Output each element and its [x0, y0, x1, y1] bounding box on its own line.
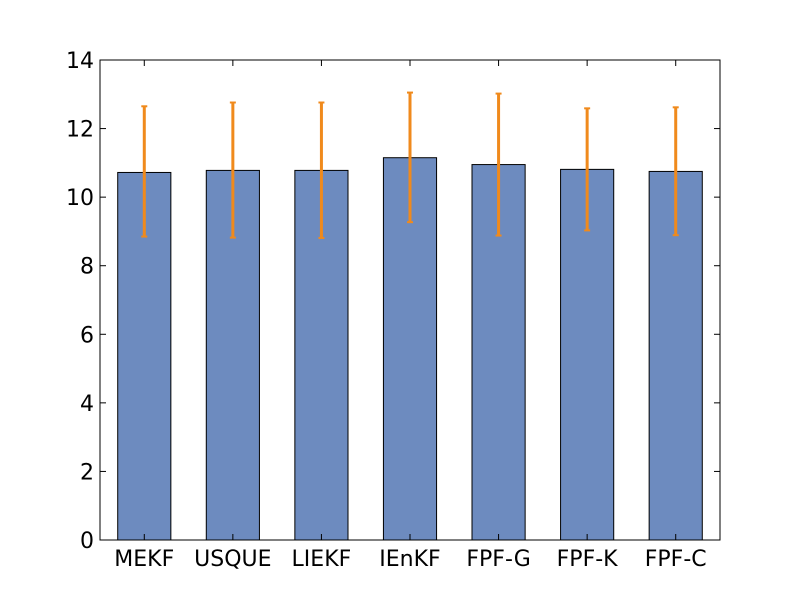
x-tick-label: IEnKF — [379, 547, 440, 572]
y-tick-label: 0 — [80, 529, 94, 554]
x-tick-label: FPF-K — [557, 547, 619, 572]
y-tick-label: 12 — [66, 118, 94, 143]
x-tick-label: FPF-G — [466, 547, 530, 572]
labels-layer: MEKF USQUE LIEKF IEnKF FPF-G FPF-K FPF-C 0 2 4 6 8 1… — [66, 49, 707, 572]
x-tick-label: LIEKF — [292, 547, 352, 572]
x-tick-label: FPF-C — [645, 547, 707, 572]
y-tick-label: 8 — [80, 255, 94, 280]
x-tick-label: MEKF — [114, 547, 174, 572]
y-tick-label: 10 — [66, 186, 94, 211]
y-tick-label: 6 — [80, 323, 94, 348]
y-tick-label: 14 — [66, 49, 94, 74]
y-tick-label: 4 — [80, 392, 94, 417]
y-tick-label: 2 — [80, 460, 94, 485]
axes-layer — [99, 59, 721, 541]
error-bars-layer — [141, 91, 679, 239]
x-tick-label: USQUE — [194, 547, 271, 572]
